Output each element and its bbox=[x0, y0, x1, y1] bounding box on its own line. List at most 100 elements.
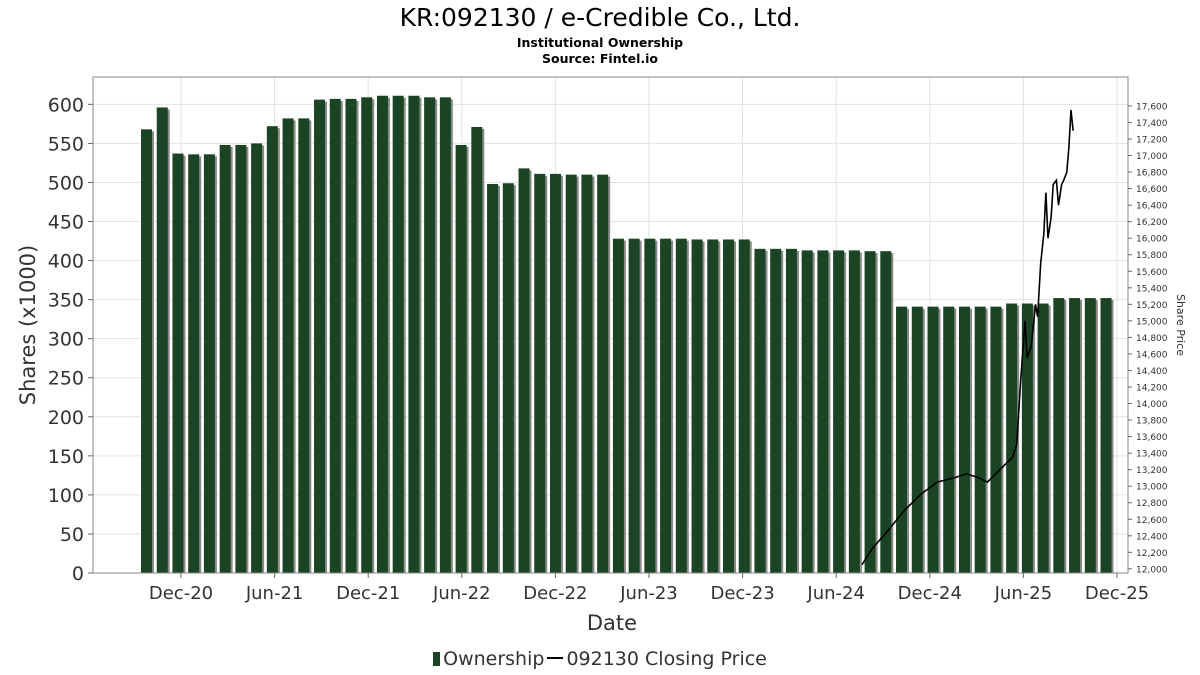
y-tick-label: 0 bbox=[72, 563, 84, 585]
y2-tick-label: 14,400 bbox=[1136, 367, 1168, 377]
ownership-bar bbox=[392, 95, 404, 573]
ownership-bar bbox=[848, 250, 860, 573]
y-axis-label: Shares (x1000) bbox=[16, 245, 40, 405]
y2-tick-label: 13,400 bbox=[1136, 450, 1168, 460]
ownership-bar bbox=[251, 143, 263, 573]
y2-tick-label: 14,800 bbox=[1136, 334, 1168, 344]
ownership-bar bbox=[1084, 298, 1096, 573]
y2-tick-label: 16,800 bbox=[1136, 169, 1168, 179]
y2-tick-label: 12,400 bbox=[1136, 532, 1168, 542]
ownership-bar bbox=[927, 306, 939, 573]
y-tick-label: 50 bbox=[60, 524, 84, 546]
ownership-bar bbox=[235, 144, 247, 573]
x-tick-label: Dec-22 bbox=[523, 583, 587, 604]
y2-tick-label: 16,400 bbox=[1136, 202, 1168, 212]
ownership-bar bbox=[565, 174, 577, 573]
x-tick-label: Jun-21 bbox=[245, 583, 304, 604]
y2-tick-label: 17,000 bbox=[1136, 152, 1168, 162]
x-axis: Dec-20 Jun-21 Dec-21 Jun-22 Dec-22 Jun-23 Dec-… bbox=[149, 573, 1149, 604]
ownership-bars bbox=[141, 95, 1114, 574]
ownership-bar bbox=[770, 248, 782, 573]
price-line bbox=[861, 110, 1074, 566]
ownership-bar bbox=[203, 154, 215, 573]
ownership-bar bbox=[314, 99, 326, 573]
y-tick-label: 600 bbox=[48, 94, 84, 116]
ownership-bar bbox=[801, 250, 813, 573]
ownership-bar bbox=[219, 144, 231, 573]
y2-tick-label: 15,400 bbox=[1136, 284, 1168, 294]
ownership-bar bbox=[1100, 298, 1112, 573]
x-tick-label: Dec-20 bbox=[149, 583, 213, 604]
ownership-bar bbox=[644, 238, 656, 574]
ownership-bar bbox=[188, 154, 200, 573]
y2-tick-label: 12,200 bbox=[1136, 549, 1168, 559]
y2-tick-label: 17,200 bbox=[1136, 136, 1168, 146]
y-tick-label: 150 bbox=[48, 446, 84, 468]
y2-tick-label: 15,800 bbox=[1136, 251, 1168, 261]
ownership-bar bbox=[612, 238, 624, 574]
ownership-bar bbox=[345, 98, 357, 574]
x-tick-label: Jun-25 bbox=[994, 583, 1053, 604]
y2-tick-label: 15,600 bbox=[1136, 268, 1168, 278]
y2-tick-label: 13,800 bbox=[1136, 417, 1168, 427]
y-tick-label: 100 bbox=[48, 485, 84, 507]
x-tick-label: Jun-22 bbox=[432, 583, 491, 604]
ownership-bar bbox=[974, 306, 986, 573]
ownership-swatch bbox=[433, 652, 441, 666]
ownership-bar bbox=[266, 126, 278, 574]
y2-tick-label: 16,000 bbox=[1136, 235, 1168, 245]
ownership-bar bbox=[896, 306, 908, 573]
x-axis-label: Date bbox=[587, 611, 637, 635]
chart-legend: Ownership 092130 Closing Price bbox=[0, 647, 1200, 671]
ownership-bar bbox=[1053, 298, 1065, 573]
ownership-bar bbox=[675, 238, 687, 574]
y2-tick-label: 12,600 bbox=[1136, 516, 1168, 526]
ownership-bar bbox=[1069, 298, 1081, 573]
ownership-bar bbox=[833, 250, 845, 573]
ownership-bar bbox=[424, 97, 436, 574]
x-tick-label: Jun-24 bbox=[806, 583, 865, 604]
ownership-bar bbox=[628, 238, 640, 574]
y2-tick-label: 12,800 bbox=[1136, 499, 1168, 509]
ownership-bar bbox=[723, 239, 735, 573]
ownership-bar bbox=[439, 97, 451, 574]
y2-tick-label: 13,600 bbox=[1136, 433, 1168, 443]
y-tick-label: 250 bbox=[48, 368, 84, 390]
ownership-bar bbox=[455, 144, 467, 573]
ownership-bar bbox=[754, 248, 766, 573]
ownership-bar bbox=[329, 98, 341, 574]
ownership-bar bbox=[487, 184, 499, 573]
y2-tick-label: 17,400 bbox=[1136, 119, 1168, 129]
ownership-bar bbox=[1037, 303, 1049, 573]
ownership-bar bbox=[990, 306, 1002, 573]
chart-source: Source: Fintel.io bbox=[542, 51, 658, 66]
price-swatch bbox=[547, 657, 564, 659]
ownership-bar bbox=[911, 306, 923, 573]
ownership-bar bbox=[156, 107, 168, 574]
ownership-bar bbox=[691, 239, 703, 573]
y2-tick-label: 16,600 bbox=[1136, 185, 1168, 195]
ownership-bar bbox=[141, 129, 152, 573]
ownership-bar bbox=[597, 174, 609, 573]
y-axis: 0 50 100 150 200 250 300 350 400 450 500 550 600 bbox=[48, 94, 93, 585]
ownership-bar bbox=[471, 126, 483, 574]
ownership-bar bbox=[549, 173, 561, 573]
chart-subtitle: Institutional Ownership bbox=[516, 35, 684, 50]
y-tick-label: 450 bbox=[48, 212, 84, 234]
ownership-bar bbox=[1006, 303, 1018, 573]
legend-price: 092130 Closing Price bbox=[566, 648, 767, 670]
y2-tick-label: 14,200 bbox=[1136, 384, 1168, 394]
ownership-bar bbox=[864, 251, 876, 573]
y2-tick-label: 12,000 bbox=[1136, 565, 1168, 575]
ownership-bar bbox=[282, 118, 294, 573]
y2-tick-label: 14,600 bbox=[1136, 350, 1168, 360]
y-tick-label: 300 bbox=[48, 329, 84, 351]
y2-tick-label: 14,000 bbox=[1136, 400, 1168, 410]
x-tick-label: Jun-23 bbox=[619, 583, 678, 604]
ownership-bar bbox=[738, 239, 750, 573]
y-tick-label: 500 bbox=[48, 172, 84, 194]
ownership-bar bbox=[298, 118, 310, 573]
y-tick-label: 200 bbox=[48, 407, 84, 429]
ownership-bar bbox=[880, 251, 892, 573]
y-tick-label: 550 bbox=[48, 133, 84, 155]
